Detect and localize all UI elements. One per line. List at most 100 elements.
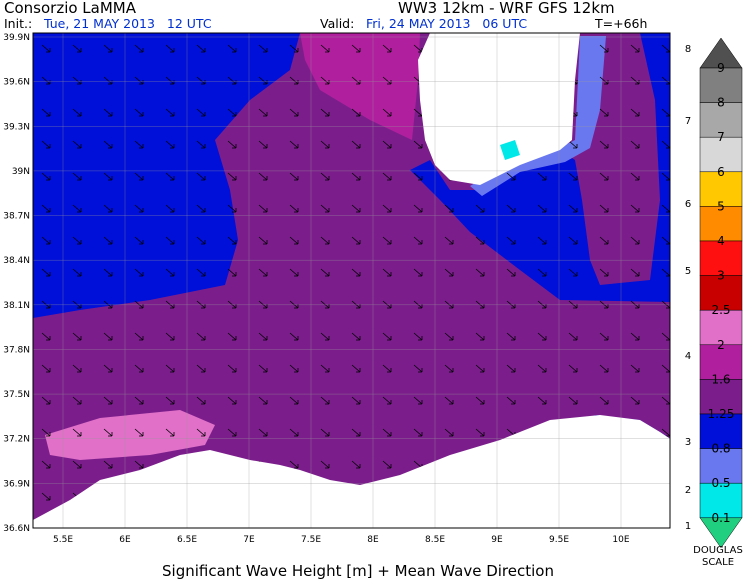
wave-arrow — [289, 204, 299, 213]
lat-label: 39.9N — [3, 33, 30, 43]
valid-label: Valid: — [320, 16, 354, 31]
wave-arrow — [227, 396, 237, 405]
wave-arrow — [506, 396, 516, 405]
wave-arrow — [289, 396, 299, 405]
org: Consorzio LaMMA — [4, 0, 137, 17]
wave-arrow — [630, 172, 640, 181]
wave-arrow — [382, 268, 392, 277]
wave-arrow — [599, 76, 609, 85]
wave-arrow — [41, 460, 51, 469]
lon-label: 6E — [119, 535, 131, 545]
wave-arrow — [72, 236, 82, 245]
wave-arrow — [289, 172, 299, 181]
wave-arrow — [165, 332, 175, 341]
wave-arrow — [227, 172, 237, 181]
wave-arrow — [103, 44, 113, 53]
wave-arrow — [41, 108, 51, 117]
wave-arrow — [661, 268, 670, 277]
wave-region — [33, 33, 300, 318]
wave-arrow — [413, 236, 423, 245]
legend-label: 0.8 — [711, 442, 730, 456]
wave-arrow — [72, 268, 82, 277]
legend-swatch — [699, 67, 743, 103]
wave-arrow — [134, 108, 144, 117]
wave-arrow — [475, 268, 485, 277]
land — [418, 33, 580, 185]
wave-arrow — [320, 76, 330, 85]
wave-arrow — [599, 396, 609, 405]
map: 39.9N 39.6N 39.3N 39N 38.7N 38.4N 38.1N 37.8N 37… — [3, 32, 671, 545]
lead-time: T=+66h — [594, 16, 647, 31]
wave-arrow — [475, 364, 485, 373]
wave-arrow — [351, 268, 361, 277]
wave-arrow — [289, 364, 299, 373]
legend-label: 8 — [717, 96, 725, 110]
lat-label: 38.1N — [3, 301, 30, 311]
legend-label: 0.1 — [711, 511, 730, 525]
land — [33, 415, 670, 528]
wave-arrow — [134, 332, 144, 341]
valid-date: Fri, 24 MAY 2013 06 UTC — [366, 16, 527, 31]
wave-arrow — [103, 108, 113, 117]
wave-arrow — [258, 76, 268, 85]
wave-arrow — [568, 204, 578, 213]
wave-arrow — [506, 236, 516, 245]
wave-arrow — [165, 428, 175, 437]
douglas-title: DOUGLAS — [693, 545, 743, 556]
wave-arrow — [630, 44, 640, 53]
wave-arrow — [227, 44, 237, 53]
wave-arrow — [599, 108, 609, 117]
wave-arrow — [258, 172, 268, 181]
wave-arrow — [320, 396, 330, 405]
wave-arrow — [289, 460, 299, 469]
legend-label: 4 — [717, 234, 725, 248]
wave-arrow — [227, 364, 237, 373]
wave-arrow — [413, 332, 423, 341]
wave-arrow — [103, 140, 113, 149]
wave-arrow — [41, 492, 51, 501]
wave-arrow — [413, 364, 423, 373]
wave-arrow — [506, 332, 516, 341]
wave-arrow — [568, 172, 578, 181]
wave-arrow — [661, 140, 670, 149]
wave-arrow — [444, 364, 454, 373]
wave-arrow — [289, 428, 299, 437]
wave-arrow — [165, 76, 175, 85]
wave-arrow — [630, 204, 640, 213]
lat-label: 37.2N — [3, 435, 30, 445]
wave-arrow — [134, 268, 144, 277]
legend-swatch — [699, 379, 743, 415]
wave-arrow — [599, 236, 609, 245]
wave-arrow — [661, 108, 670, 117]
wave-arrow — [568, 332, 578, 341]
wave-arrow — [227, 108, 237, 117]
caption: Significant Wave Height [m] + Mean Wave … — [162, 562, 554, 580]
wave-arrow — [227, 428, 237, 437]
wave-arrow — [134, 428, 144, 437]
wave-arrow — [103, 76, 113, 85]
legend-swatch — [699, 344, 743, 380]
wave-arrow — [196, 396, 206, 405]
wave-arrow — [72, 108, 82, 117]
legend-label: 6 — [717, 165, 725, 179]
wave-arrow — [258, 236, 268, 245]
wave-region — [470, 36, 606, 196]
lat-label: 38.7N — [3, 212, 30, 222]
wave-arrow — [661, 428, 670, 437]
legend-swatch — [699, 171, 743, 207]
wave-arrow — [568, 268, 578, 277]
wave-arrow — [382, 76, 392, 85]
wave-arrow — [103, 172, 113, 181]
wave-arrow — [413, 204, 423, 213]
legend-label: 7 — [717, 130, 725, 144]
wave-arrow — [630, 140, 640, 149]
wave-arrow — [444, 396, 454, 405]
wave-arrow — [196, 332, 206, 341]
wave-arrow — [568, 140, 578, 149]
wave-arrow — [351, 364, 361, 373]
wave-arrow — [506, 204, 516, 213]
wave-arrow — [289, 108, 299, 117]
lon-label: 10E — [612, 535, 629, 545]
wave-arrow — [630, 108, 640, 117]
wave-arrow — [661, 396, 670, 405]
